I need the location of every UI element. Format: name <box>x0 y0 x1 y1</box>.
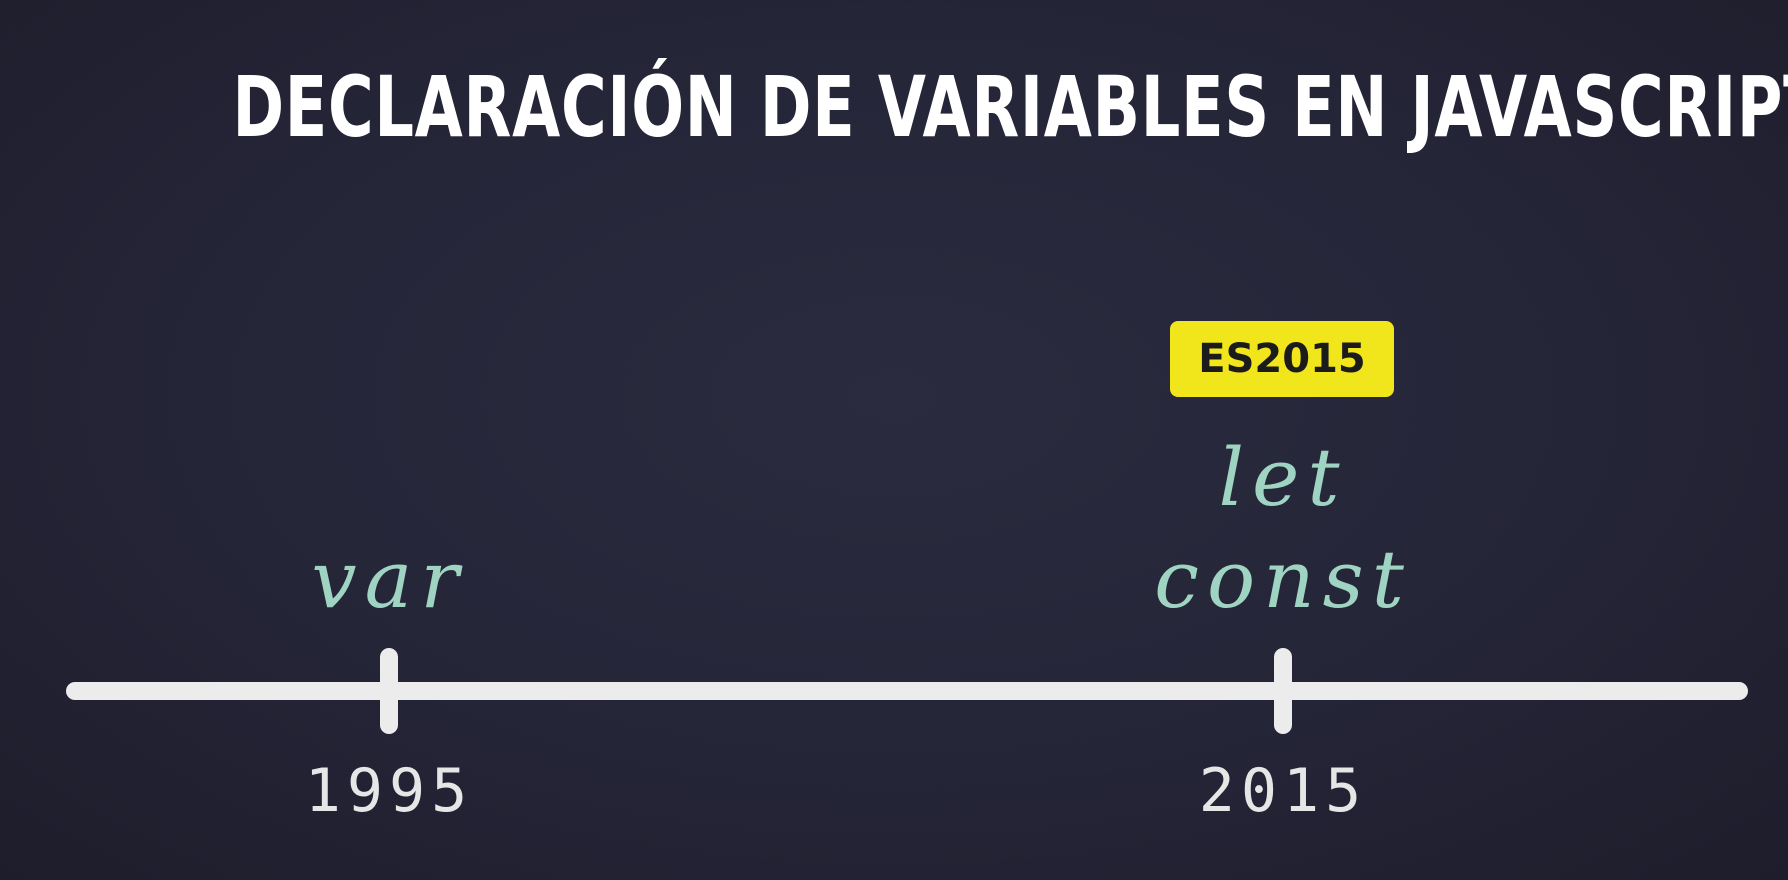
timeline-axis <box>66 682 1748 700</box>
timeline-tick-1995 <box>380 648 398 734</box>
es2015-badge: ES2015 <box>1170 321 1394 397</box>
year-label-2015: 2015 <box>1198 756 1368 826</box>
year-label-1995: 1995 <box>304 756 474 826</box>
timeline-tick-2015 <box>1274 648 1292 734</box>
keyword-const: const <box>1154 533 1412 626</box>
slide-title: DECLARACIÓN DE VARIABLES EN JAVASCRIPT <box>232 58 1788 156</box>
keyword-var: var <box>311 533 467 626</box>
keyword-let: let <box>1218 431 1348 524</box>
